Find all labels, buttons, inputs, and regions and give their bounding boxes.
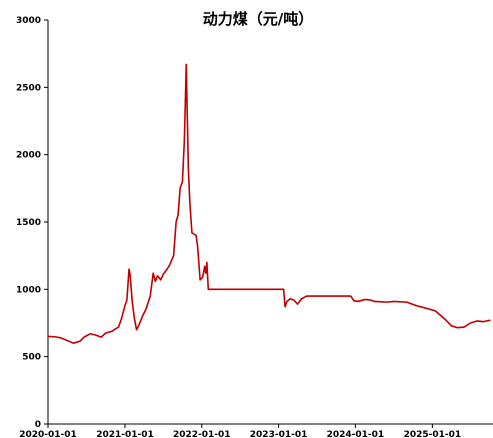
series-line — [47, 63, 491, 344]
x-tick-label: 2020-01-01 — [19, 430, 77, 438]
y-tick-label: 1500 — [16, 218, 41, 228]
y-tick-label: 2500 — [16, 83, 41, 93]
y-tick-label: 500 — [22, 353, 41, 363]
x-tick-label: 2023-01-01 — [250, 430, 308, 438]
chart-title: 动力煤（元/吨） — [203, 10, 313, 28]
x-tick-label: 2022-01-01 — [173, 430, 231, 438]
x-tick-label: 2025-01-01 — [404, 430, 462, 438]
y-tick-label: 0 — [35, 420, 41, 430]
plot-area — [47, 63, 491, 344]
y-tick-label: 3000 — [16, 16, 41, 26]
x-tick-label: 2021-01-01 — [96, 430, 154, 438]
x-tick-label: 2024-01-01 — [327, 430, 385, 438]
y-tick-label: 1000 — [16, 285, 41, 295]
axes: 0 500 1000 1500 2000 2500 3000 2020-01-01 2021-0… — [16, 16, 493, 438]
y-tick-label: 2000 — [16, 151, 41, 161]
